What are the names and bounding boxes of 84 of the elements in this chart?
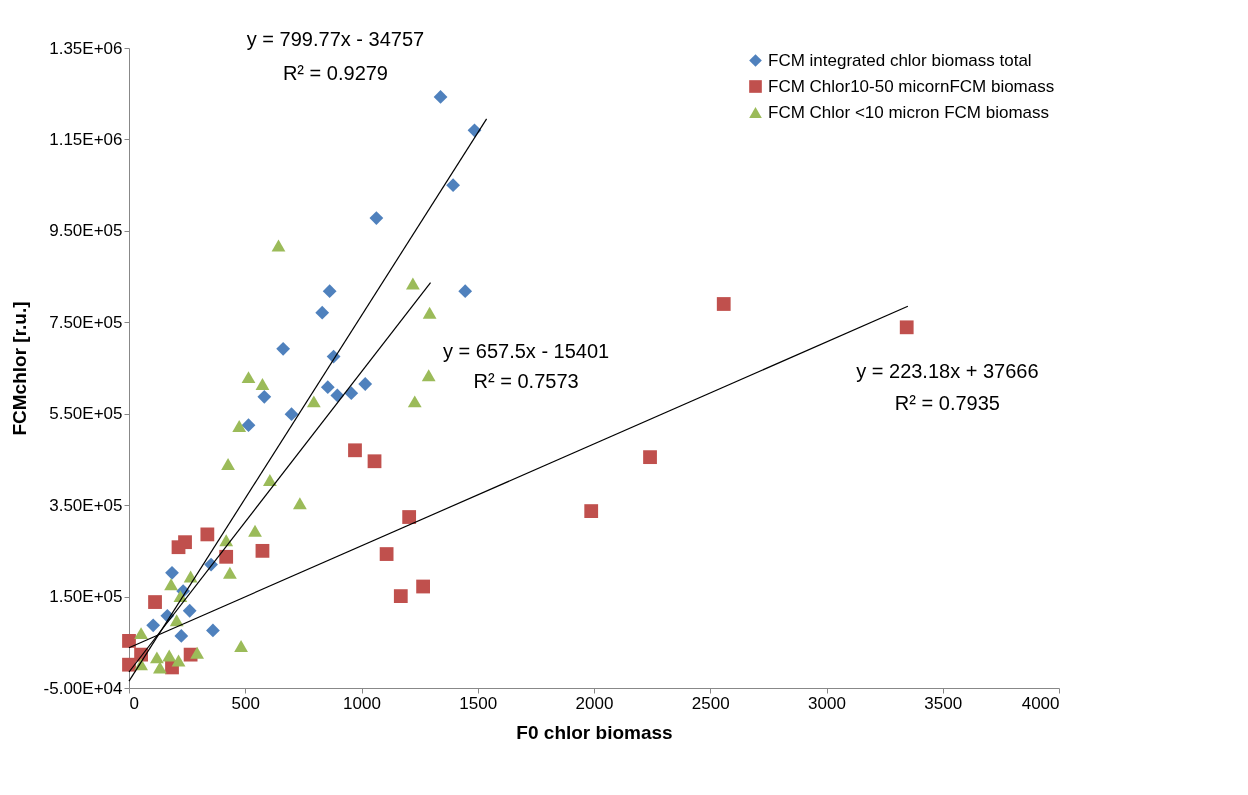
point [134, 627, 148, 640]
point [122, 634, 136, 648]
annotation: R² = 0.9279 [282, 62, 388, 85]
point [405, 277, 420, 290]
point [643, 450, 657, 465]
annotation: y = 657.5x - 15401 [442, 340, 610, 362]
point [171, 654, 186, 667]
x-tick-label: 1000 [343, 693, 381, 713]
point [255, 543, 270, 558]
point [422, 306, 437, 319]
point [241, 371, 256, 384]
x-tick-label: 1500 [459, 693, 498, 713]
point [393, 589, 408, 604]
point [221, 458, 235, 470]
point [899, 320, 914, 335]
point [315, 305, 330, 320]
point [421, 369, 436, 382]
point [219, 549, 234, 564]
y-tick-label: 5.50E+05 [49, 404, 123, 424]
point [458, 284, 473, 299]
annotation: y = 223.18x + 37666 [856, 360, 1039, 383]
point [284, 407, 299, 422]
y-tick-label: 7.50E+05 [49, 312, 123, 332]
annotation: y = 799.77x - 34757 [246, 28, 425, 51]
point [248, 524, 262, 537]
point [369, 211, 384, 225]
point [241, 418, 256, 433]
point [433, 90, 448, 104]
x-tick-label: 2000 [575, 693, 614, 713]
point [146, 618, 161, 633]
point [257, 389, 272, 404]
y-tick-label: 1.15E+06 [49, 129, 123, 149]
annotation: R² = 0.7935 [894, 391, 1000, 414]
point [206, 623, 220, 638]
y-tick-label: 1.35E+06 [49, 38, 123, 58]
point [234, 639, 248, 652]
y-tick-label: 1.50E+05 [49, 587, 123, 607]
x-axis-title: F0 chlor biomass [516, 721, 673, 743]
point [162, 649, 177, 662]
point [153, 661, 167, 674]
point [402, 510, 417, 524]
y-axis-title: FCMchlor [r.u.] [8, 301, 30, 436]
legend-label: FCM integrated chlor biomass total [768, 50, 1032, 70]
point [263, 474, 277, 486]
x-tick-label: 0 [129, 693, 139, 713]
x-tick-label: 4000 [1021, 693, 1060, 713]
point [148, 595, 162, 609]
x-tick-label: 3500 [924, 693, 963, 713]
x-tick-label: 500 [231, 693, 260, 713]
y-tick-label: 3.50E+05 [49, 495, 123, 515]
point [446, 178, 460, 193]
legend-label: FCM Chlor <10 micron FCM biomass [768, 102, 1050, 122]
x-tick-label: 2500 [691, 693, 730, 713]
point [200, 527, 215, 542]
point [348, 443, 362, 458]
point [150, 651, 164, 664]
point [276, 341, 291, 356]
y-tick-label: -5.00E+04 [43, 678, 123, 698]
point [271, 239, 286, 252]
point [255, 378, 270, 390]
point [171, 540, 186, 555]
y-tick-label: 9.50E+05 [49, 221, 123, 241]
point [306, 395, 321, 408]
point [293, 497, 307, 510]
point [467, 123, 482, 138]
point [407, 395, 422, 408]
point [223, 566, 237, 579]
annotation: R² = 0.7573 [473, 370, 579, 393]
point [190, 646, 205, 659]
point [416, 579, 430, 594]
point [358, 377, 373, 391]
point [584, 504, 599, 518]
x-tick-label: 3000 [808, 693, 846, 713]
point [232, 420, 247, 433]
point [174, 628, 189, 643]
point [367, 454, 382, 469]
legend-label: FCM Chlor10-50 micornFCM biomass [768, 76, 1055, 96]
point [165, 565, 179, 580]
point [320, 380, 335, 395]
point [379, 547, 394, 561]
point [716, 297, 731, 311]
point [182, 603, 197, 618]
point [322, 284, 337, 299]
point [164, 578, 178, 591]
